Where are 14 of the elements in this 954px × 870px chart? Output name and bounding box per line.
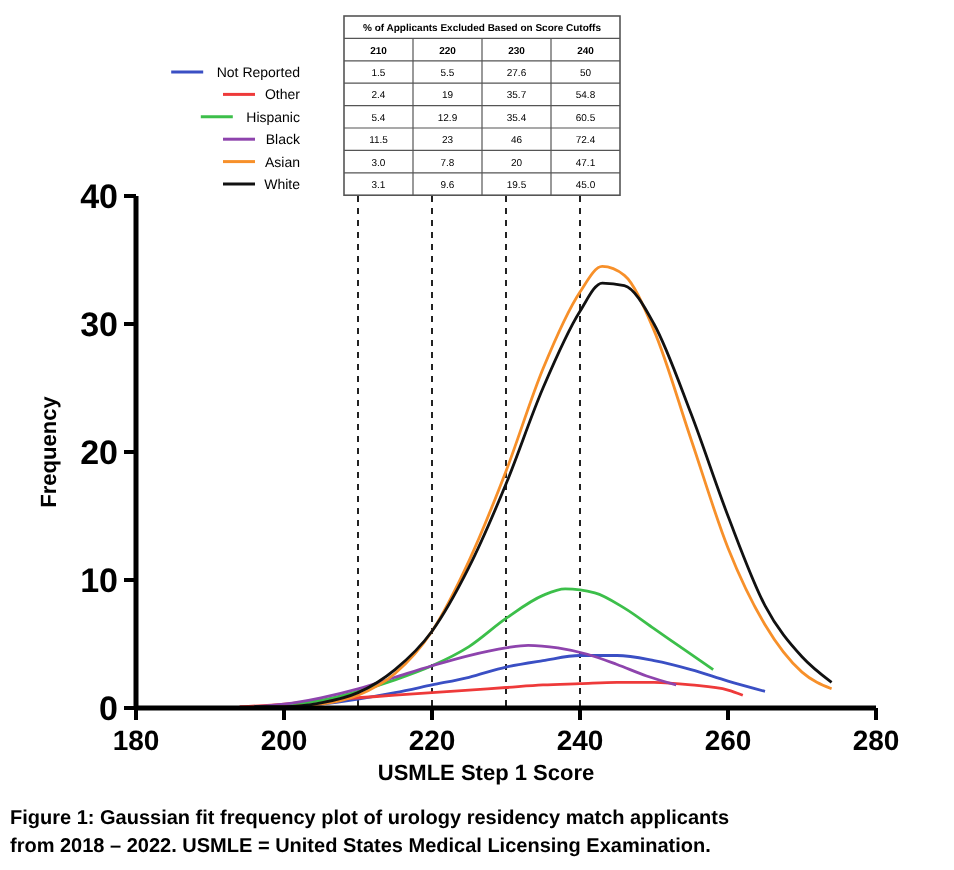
caption: Figure 1: Gaussian fit frequency plot of urology residency match applicants from 2018 – 2022. USMLE = United States Medical Licensing Examination. bbox=[10, 808, 730, 858]
x-tick-label: 260 bbox=[704, 724, 752, 756]
y-tick-label: 40 bbox=[80, 178, 118, 216]
x-tick-label: 220 bbox=[408, 724, 456, 756]
y-tick-label: 20 bbox=[80, 434, 118, 472]
y-tick-label: 0 bbox=[99, 690, 118, 728]
y-axis-title: Frequency bbox=[38, 394, 62, 508]
x-tick-label: 200 bbox=[260, 724, 308, 756]
x-tick-label: 280 bbox=[852, 724, 900, 756]
y-tick-label: 10 bbox=[80, 562, 118, 600]
x-tick-label: 180 bbox=[112, 724, 160, 756]
x-axis-title: USMLE Step 1 Score bbox=[377, 762, 595, 786]
y-tick-label: 30 bbox=[80, 306, 118, 344]
x-tick-label: 240 bbox=[556, 724, 604, 756]
